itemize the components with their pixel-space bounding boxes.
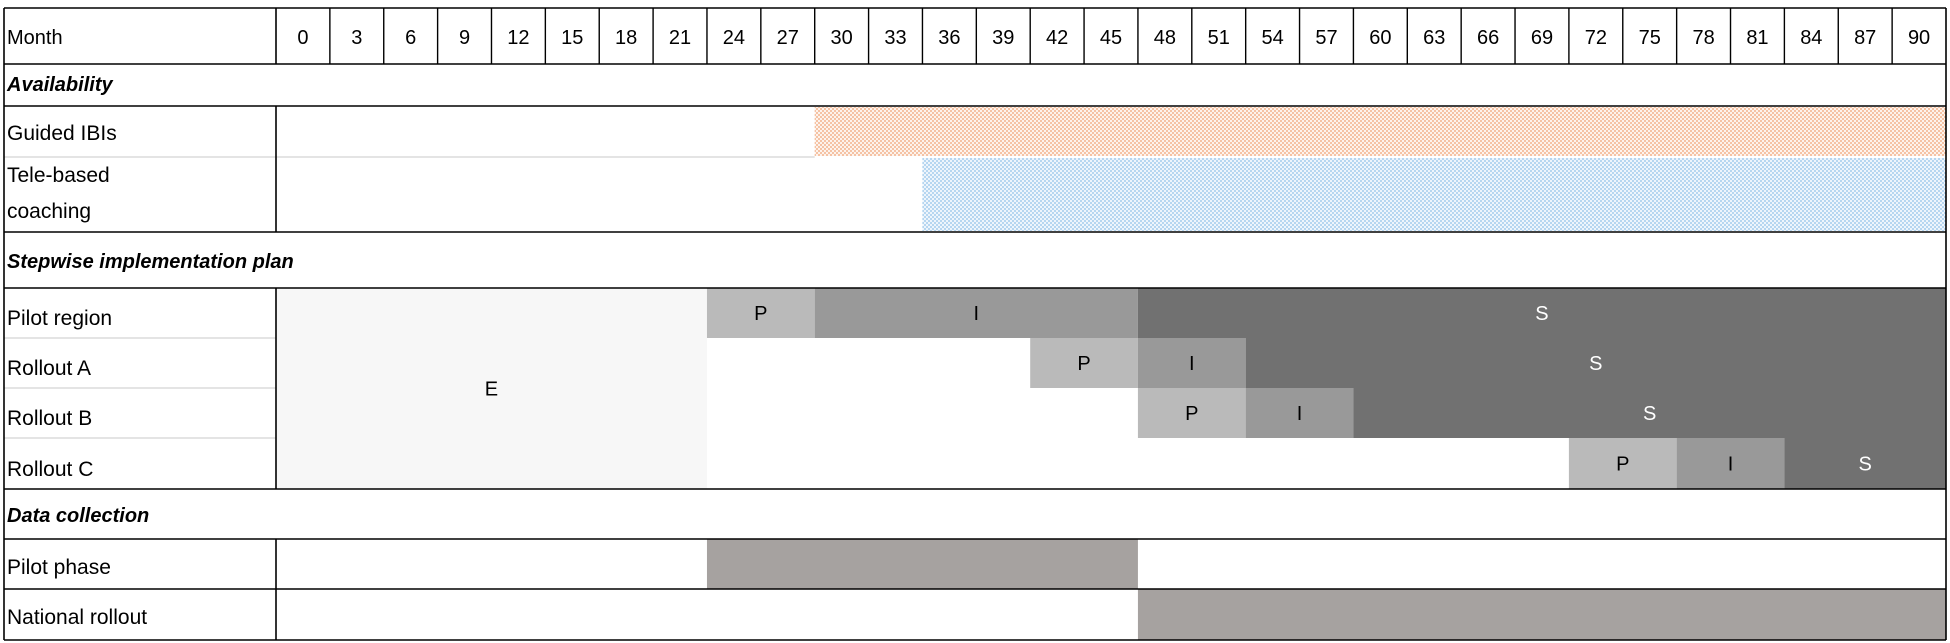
- month-tick-label: 9: [459, 27, 470, 49]
- month-tick-label: 24: [723, 27, 745, 49]
- month-tick-label: 21: [669, 27, 691, 49]
- month-tick-label: 87: [1854, 27, 1876, 49]
- month-tick-label: 27: [777, 27, 799, 49]
- month-tick-label: 30: [831, 27, 853, 49]
- month-tick-label: 45: [1100, 27, 1122, 49]
- month-header: 0 3 6 9 12 15 18 21 24 27 30 33 36 39 42 45 48 51 54 57 60 63…: [297, 8, 1930, 64]
- month-tick-label: 69: [1531, 27, 1553, 49]
- grid-lines: [3, 7, 1947, 641]
- phase-s-bar-rollout-b: [1353, 388, 1946, 438]
- month-tick-label: 51: [1208, 27, 1230, 49]
- data-collection-bar-national-rollout: [1137, 589, 1946, 640]
- phase-e-block: [276, 288, 707, 489]
- phase-s-label: S: [1589, 353, 1602, 375]
- phase-i-label: I: [1297, 403, 1303, 425]
- phase-i-bar-pilot-region: [814, 288, 1138, 338]
- phase-p-bar-rollout-c: [1568, 438, 1677, 489]
- month-header-label: Month: [7, 27, 63, 49]
- bars-layer: E P I S P I S P I S P I S: [276, 107, 1946, 640]
- phase-p-label: P: [1185, 403, 1198, 425]
- phase-i-bar-rollout-a: [1137, 338, 1246, 388]
- month-tick-label: 6: [405, 27, 416, 49]
- month-tick-label: 18: [615, 27, 637, 49]
- month-tick-label: 54: [1261, 27, 1283, 49]
- availability-bar-tele-coaching: [922, 158, 1946, 231]
- row-label-pilot-region: Pilot region: [7, 307, 112, 330]
- phase-s-bar-rollout-c: [1784, 438, 1946, 489]
- availability-bar-guided-ibis: [814, 107, 1946, 156]
- month-tick-label: 75: [1639, 27, 1661, 49]
- phase-p-label: P: [1077, 353, 1090, 375]
- month-tick-label: 63: [1423, 27, 1445, 49]
- phase-i-label: I: [974, 303, 980, 325]
- phase-i-label: I: [1189, 353, 1195, 375]
- phase-s-bar-pilot-region: [1137, 288, 1946, 338]
- section-stepwise-plan: Stepwise implementation plan: [7, 251, 294, 273]
- month-tick-label: 60: [1369, 27, 1391, 49]
- month-tick-label: 0: [297, 27, 308, 49]
- phase-s-label: S: [1535, 303, 1548, 325]
- month-tick-label: 15: [561, 27, 583, 49]
- month-tick-label: 66: [1477, 27, 1499, 49]
- row-label-tele-coaching-line2: coaching: [7, 200, 91, 223]
- phase-s-label: S: [1859, 454, 1872, 476]
- month-tick-label: 36: [938, 27, 960, 49]
- month-tick-label: 12: [507, 27, 529, 49]
- row-label-rollout-c: Rollout C: [7, 458, 93, 481]
- month-tick-label: 42: [1046, 27, 1068, 49]
- month-tick-label: 57: [1315, 27, 1337, 49]
- month-tick-label: 39: [992, 27, 1014, 49]
- month-tick-label: 81: [1746, 27, 1768, 49]
- month-tick-label: 90: [1908, 27, 1930, 49]
- phase-p-bar-rollout-b: [1137, 388, 1246, 438]
- phase-p-label: P: [1616, 454, 1629, 476]
- month-tick-label: 33: [884, 27, 906, 49]
- section-availability: Availability: [6, 74, 113, 96]
- row-label-national-rollout: National rollout: [7, 606, 147, 629]
- phase-i-label: I: [1728, 454, 1734, 476]
- month-tick-label: 84: [1800, 27, 1822, 49]
- phase-e-label: E: [485, 379, 498, 401]
- row-label-rollout-a: Rollout A: [7, 357, 91, 380]
- phase-i-bar-rollout-c: [1676, 438, 1785, 489]
- month-tick-label: 72: [1585, 27, 1607, 49]
- section-data-collection: Data collection: [7, 505, 149, 527]
- month-tick-label: 48: [1154, 27, 1176, 49]
- phase-i-bar-rollout-b: [1245, 388, 1354, 438]
- row-label-tele-coaching-line1: Tele-based: [7, 164, 110, 187]
- month-tick-label: 78: [1692, 27, 1714, 49]
- phase-s-bar-rollout-a: [1245, 338, 1946, 388]
- data-collection-bar-pilot-phase: [706, 539, 1138, 589]
- phase-p-bar-pilot-region: [706, 288, 815, 338]
- row-label-rollout-b: Rollout B: [7, 407, 92, 430]
- row-label-guided-ibis: Guided IBIs: [7, 122, 117, 145]
- row-label-pilot-phase: Pilot phase: [7, 556, 111, 579]
- month-tick-label: 3: [351, 27, 362, 49]
- phase-p-bar-rollout-a: [1030, 338, 1138, 388]
- phase-p-label: P: [754, 303, 767, 325]
- phase-s-label: S: [1643, 403, 1656, 425]
